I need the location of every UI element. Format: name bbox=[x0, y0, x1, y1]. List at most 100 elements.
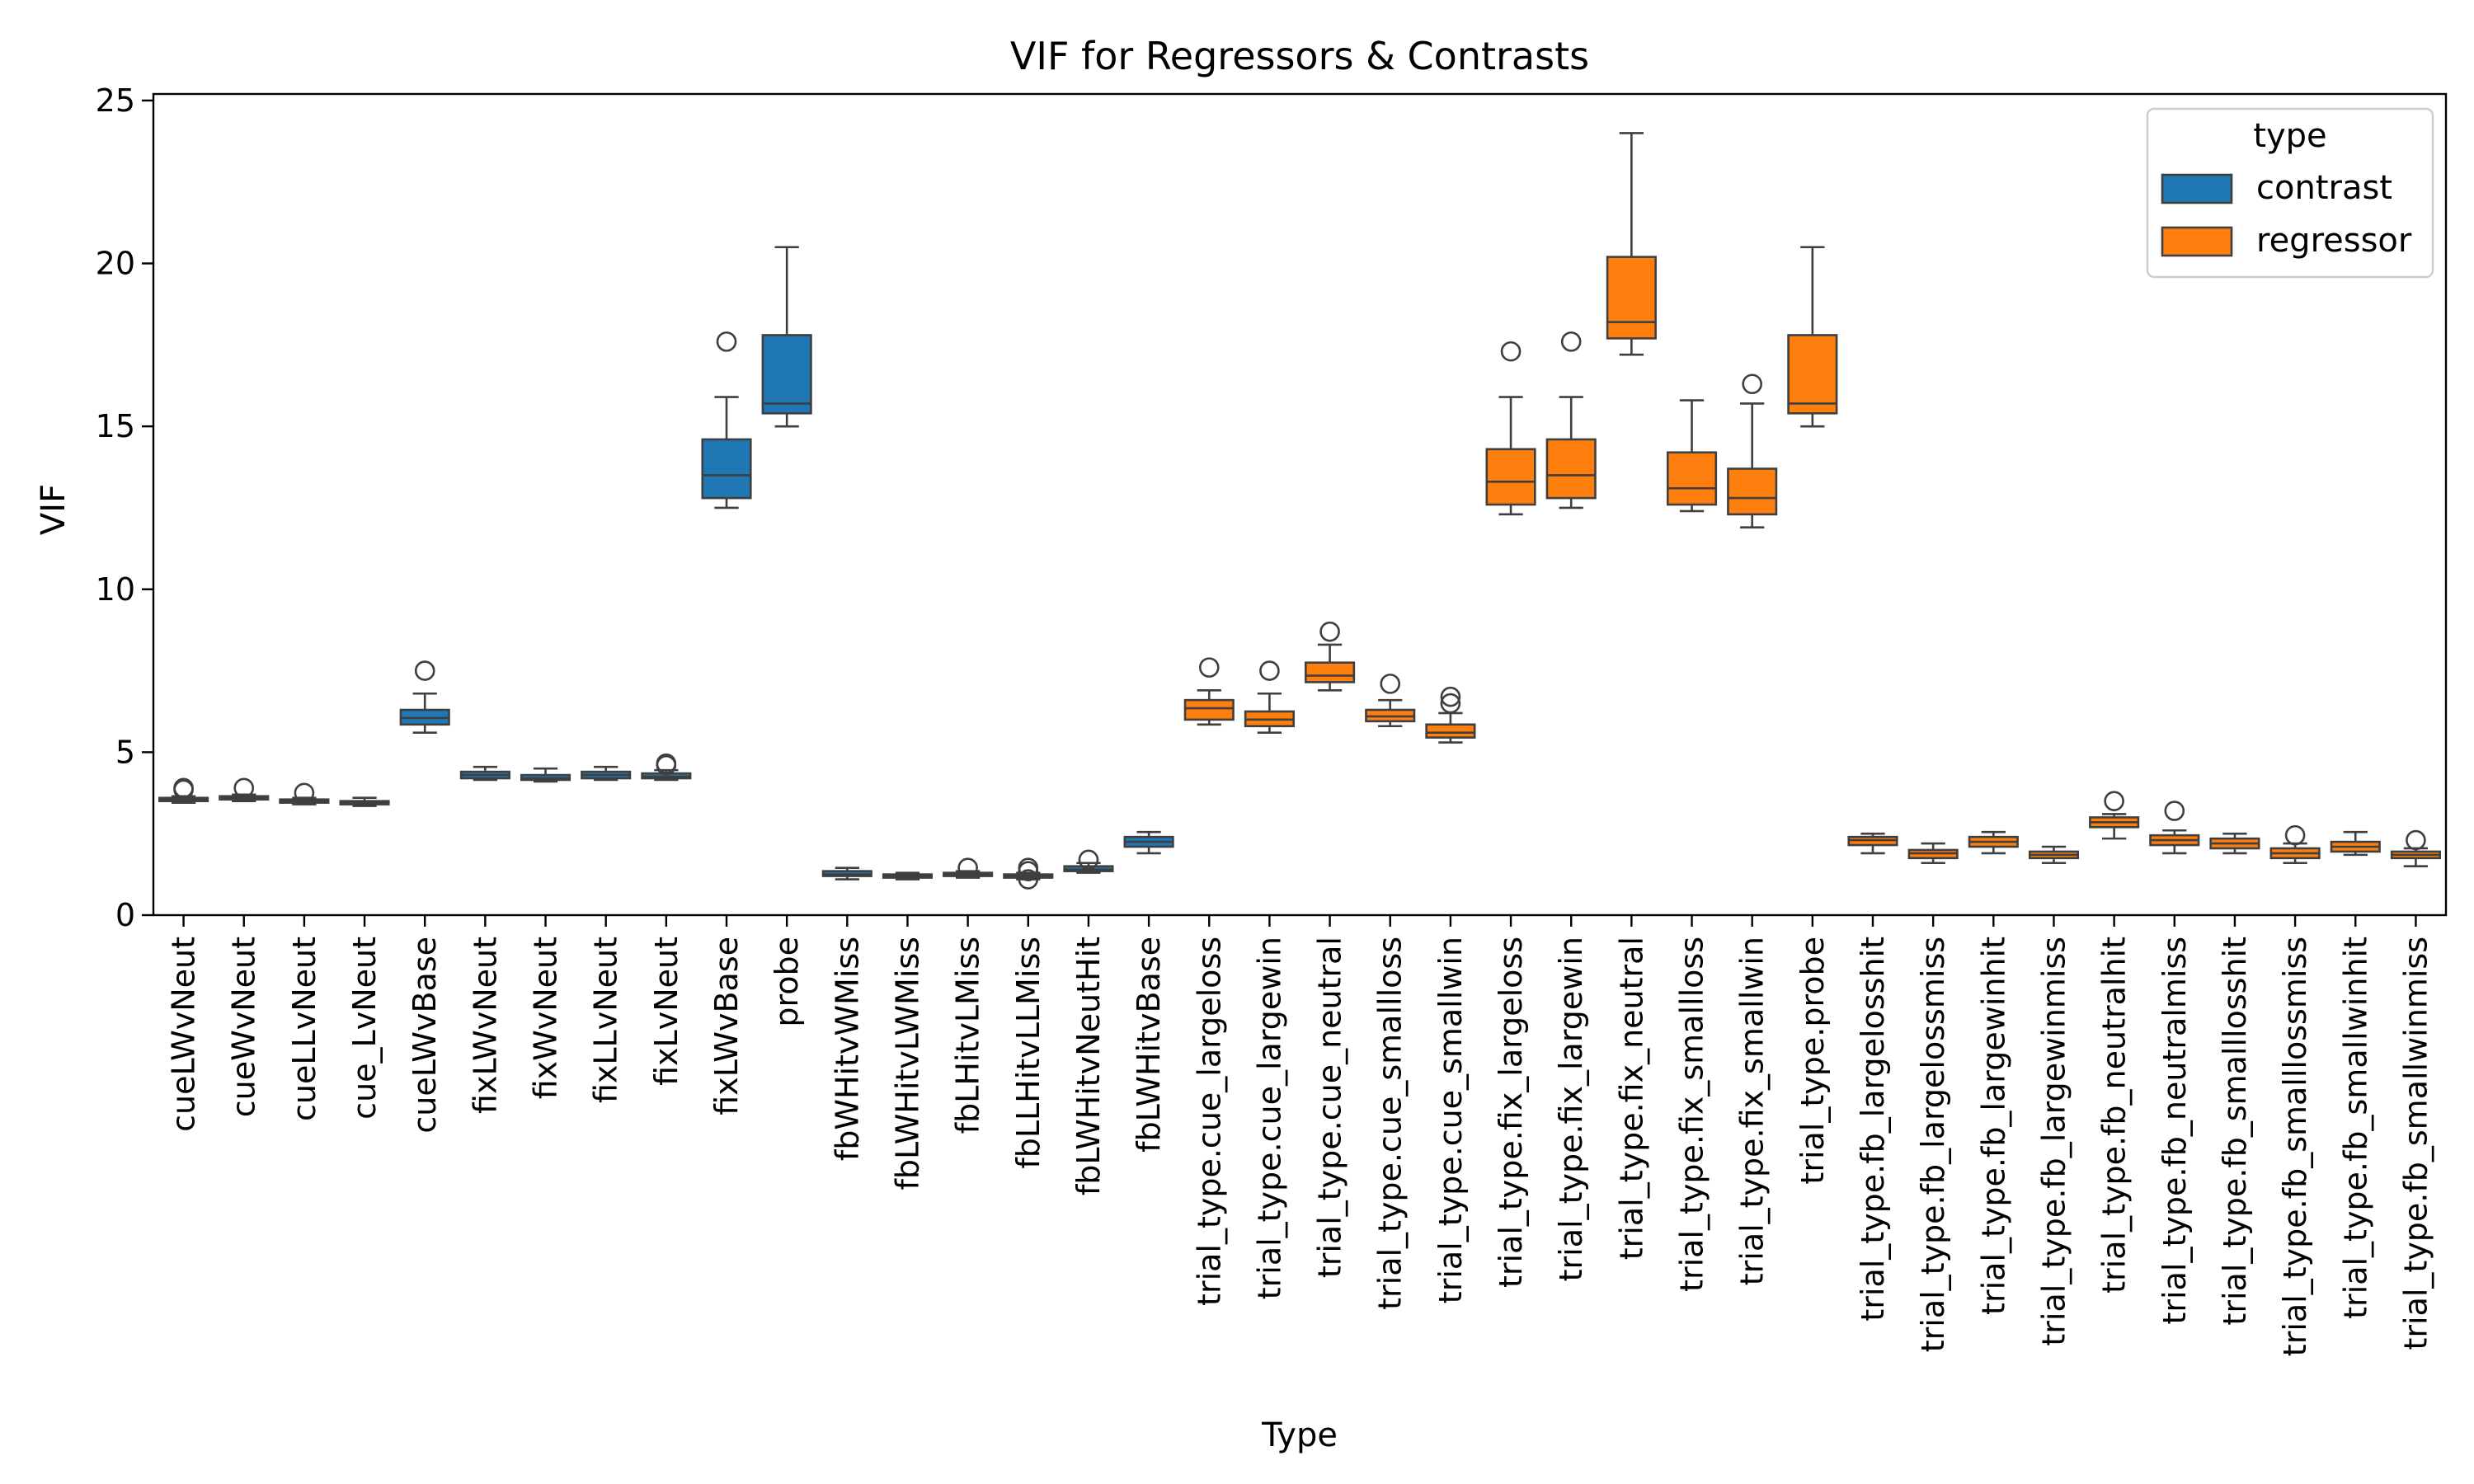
x-tick-label: fixLWvNeut bbox=[467, 937, 503, 1114]
x-tick-label: cueWvNeut bbox=[226, 937, 262, 1117]
x-tick-label: trial_type.fb_smalllossmiss bbox=[2277, 937, 2313, 1356]
box-contrast bbox=[821, 866, 872, 881]
legend-swatch-regressor bbox=[2161, 226, 2233, 257]
box-contrast bbox=[339, 796, 390, 807]
x-tick-label: trial_type.fb_largelosshit bbox=[1855, 937, 1891, 1322]
x-tick-label: fbLHitvLMiss bbox=[950, 937, 986, 1134]
box-iqr bbox=[1305, 661, 1356, 683]
outlier-point bbox=[957, 857, 978, 878]
x-tick-label: trial_type.fix_neutral bbox=[1613, 937, 1649, 1260]
legend: type contrast regressor bbox=[2146, 107, 2434, 279]
box-iqr bbox=[1666, 451, 1718, 506]
chart-title: VIF for Regressors & Contrasts bbox=[1010, 34, 1589, 78]
x-tick-label: trial_type.fb_largelossmiss bbox=[1915, 937, 1951, 1352]
plot-area: 0 5 10 15 20 25 cueLWvNeut cueWvNeut cueLLvNeut c… bbox=[96, 82, 2441, 1356]
box-regressor bbox=[1727, 373, 1778, 528]
y-tick-label: 5 bbox=[115, 734, 135, 770]
box-regressor bbox=[1425, 686, 1476, 744]
x-tick-label: trial_type.fb_neutralmiss bbox=[2157, 937, 2193, 1324]
x-tick-label: trial_type.fix_smallloss bbox=[1674, 937, 1710, 1292]
y-tick-label: 20 bbox=[96, 246, 135, 282]
outlier-point bbox=[1560, 331, 1582, 352]
box-contrast bbox=[1003, 857, 1054, 890]
box-regressor bbox=[1847, 832, 1898, 855]
outlier-point bbox=[1440, 693, 1461, 714]
outlier-point bbox=[1259, 660, 1280, 681]
outlier-point bbox=[2406, 829, 2426, 851]
x-tick-label: cueLLvNeut bbox=[286, 937, 322, 1121]
box-contrast bbox=[701, 331, 752, 510]
x-axis-label: Type bbox=[1261, 1416, 1338, 1454]
outlier-point bbox=[1198, 657, 1220, 678]
box-regressor bbox=[2269, 824, 2321, 865]
outlier-point bbox=[1078, 849, 1099, 871]
x-tick-label: trial_type.cue_largewin bbox=[1251, 937, 1287, 1299]
x-tick-label: fixLvNeut bbox=[648, 937, 684, 1086]
box-regressor bbox=[2028, 845, 2080, 865]
outlier-point bbox=[1440, 686, 1461, 707]
outlier-point bbox=[1742, 373, 1762, 395]
box-contrast bbox=[158, 777, 209, 804]
box-iqr bbox=[1183, 698, 1235, 721]
plot-frame bbox=[152, 92, 2448, 917]
x-tick-label: trial_type.fix_smallwin bbox=[1734, 937, 1771, 1285]
legend-swatch-contrast bbox=[2161, 173, 2233, 204]
outlier-point bbox=[294, 782, 315, 804]
box-contrast bbox=[219, 777, 270, 802]
box-contrast bbox=[581, 765, 632, 782]
x-tick-label: trial_type.fb_smallwinmiss bbox=[2397, 937, 2434, 1350]
box-regressor bbox=[1545, 331, 1597, 510]
box-contrast bbox=[279, 782, 330, 805]
x-tick-label: cueLWvNeut bbox=[166, 937, 202, 1132]
box-contrast bbox=[943, 857, 994, 879]
box-contrast bbox=[399, 660, 450, 734]
box-regressor bbox=[1183, 657, 1235, 726]
x-tick-label: trial_type.fb_largewinhit bbox=[1975, 937, 2011, 1315]
x-tick-label: trial_type.cue_neutral bbox=[1312, 937, 1348, 1278]
x-tick-label: cueLWvBase bbox=[407, 937, 443, 1134]
box-contrast bbox=[459, 765, 510, 782]
box-regressor bbox=[1907, 842, 1959, 865]
x-tick-label: fbWHitvWMiss bbox=[829, 937, 865, 1161]
outlier-point bbox=[2104, 791, 2124, 811]
x-tick-label: trial_type.fb_smalllosshit bbox=[2217, 937, 2253, 1326]
x-tick-label: trial_type.probe bbox=[1794, 937, 1831, 1185]
box-iqr bbox=[761, 334, 812, 415]
box-regressor bbox=[1244, 660, 1295, 734]
box-regressor bbox=[1666, 399, 1718, 513]
box-regressor bbox=[1787, 246, 1838, 428]
box-contrast bbox=[1123, 830, 1174, 855]
x-tick-label: trial_type.fb_smallwinhit bbox=[2337, 937, 2373, 1319]
x-tick-label: trial_type.cue_largeloss bbox=[1191, 937, 1227, 1306]
x-tick-label: trial_type.fix_largeloss bbox=[1493, 937, 1529, 1288]
box-regressor bbox=[2390, 829, 2441, 868]
y-tick-label: 0 bbox=[115, 897, 135, 933]
x-tick-label: fixLLvNeut bbox=[588, 937, 624, 1103]
outlier-point bbox=[414, 660, 435, 681]
x-tick-label: fixWvNeut bbox=[528, 937, 564, 1099]
x-tick-label: fbLLHitvLLMiss bbox=[1010, 937, 1047, 1169]
box-regressor bbox=[2209, 832, 2260, 855]
x-tick-label: cue_LvNeut bbox=[346, 937, 383, 1120]
box-regressor bbox=[1485, 340, 1536, 516]
box-regressor bbox=[1305, 621, 1356, 692]
box-regressor bbox=[2330, 830, 2381, 857]
x-tick-label: trial_type.fb_largewinmiss bbox=[2035, 937, 2072, 1346]
x-tick-label: fbLWHitvNeutHit bbox=[1070, 937, 1107, 1195]
x-tick-label: probe bbox=[769, 937, 805, 1027]
x-tick-label: fbLWHitvBase bbox=[1131, 937, 1167, 1153]
box-regressor bbox=[1365, 674, 1416, 728]
box-regressor bbox=[2149, 801, 2200, 855]
y-tick-label: 15 bbox=[96, 408, 135, 444]
box-regressor bbox=[1606, 132, 1657, 356]
box-contrast bbox=[1063, 849, 1114, 874]
box-iqr bbox=[701, 438, 752, 500]
box-contrast bbox=[882, 871, 934, 881]
box-iqr bbox=[1545, 438, 1597, 500]
outlier-point bbox=[656, 753, 677, 774]
outlier-point bbox=[1319, 621, 1340, 642]
x-tick-label: trial_type.fb_neutralhit bbox=[2096, 937, 2133, 1294]
x-tick-label: fbLWHitvLWMiss bbox=[889, 937, 925, 1190]
outlier-point bbox=[1018, 857, 1039, 878]
